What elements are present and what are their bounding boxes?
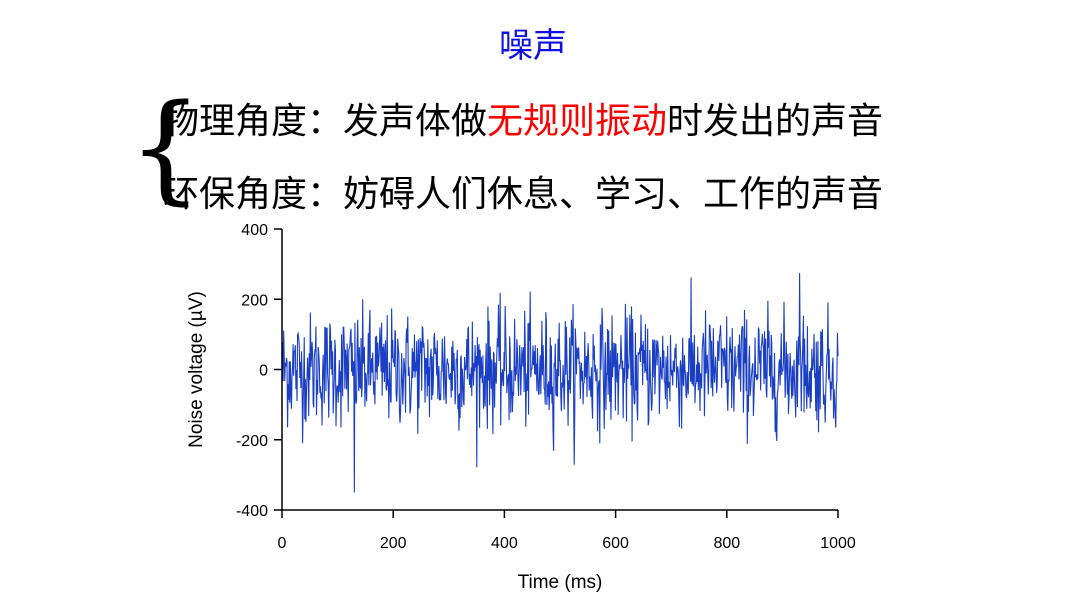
y-tick-label: -400 bbox=[236, 503, 268, 520]
y-tick-label: -200 bbox=[236, 433, 268, 450]
x-tick-label: 400 bbox=[491, 535, 518, 552]
slide-title: 噪声 bbox=[499, 26, 567, 66]
y-ticks: 400 200 0 -200 -400 bbox=[236, 222, 282, 520]
y-tick-label: 0 bbox=[259, 363, 268, 380]
definition-physics-post: 时发出的声音 bbox=[667, 101, 884, 142]
definition-environment-text: 妨碍人们休息、学习、工作的声音 bbox=[343, 174, 884, 215]
x-tick-label: 0 bbox=[278, 535, 287, 552]
definition-environment-label: 环保角度： bbox=[163, 174, 344, 215]
definition-physics: 物理角度：发声体做无规则振动时发出的声音 bbox=[163, 92, 883, 144]
definition-physics-pre: 发声体做 bbox=[343, 101, 488, 142]
noise-series-line bbox=[281, 272, 839, 493]
definition-physics-highlight: 无规则振动 bbox=[487, 101, 668, 142]
x-ticks: 0 200 400 600 800 1000 bbox=[278, 510, 856, 552]
y-axis-title: Noise voltage (µV) bbox=[186, 291, 207, 448]
definition-environment: 环保角度：妨碍人们休息、学习、工作的声音 bbox=[163, 165, 883, 217]
x-tick-label: 600 bbox=[602, 535, 629, 552]
y-tick-label: 200 bbox=[241, 292, 268, 309]
curly-brace-icon: { bbox=[128, 78, 204, 216]
x-tick-label: 200 bbox=[380, 535, 407, 552]
x-tick-label: 1000 bbox=[820, 535, 856, 552]
x-axis-title: Time (ms) bbox=[518, 572, 603, 593]
definition-physics-label: 物理角度： bbox=[163, 101, 344, 142]
noise-series-group bbox=[281, 272, 839, 493]
x-tick-label: 800 bbox=[713, 535, 740, 552]
y-tick-label: 400 bbox=[241, 222, 268, 239]
